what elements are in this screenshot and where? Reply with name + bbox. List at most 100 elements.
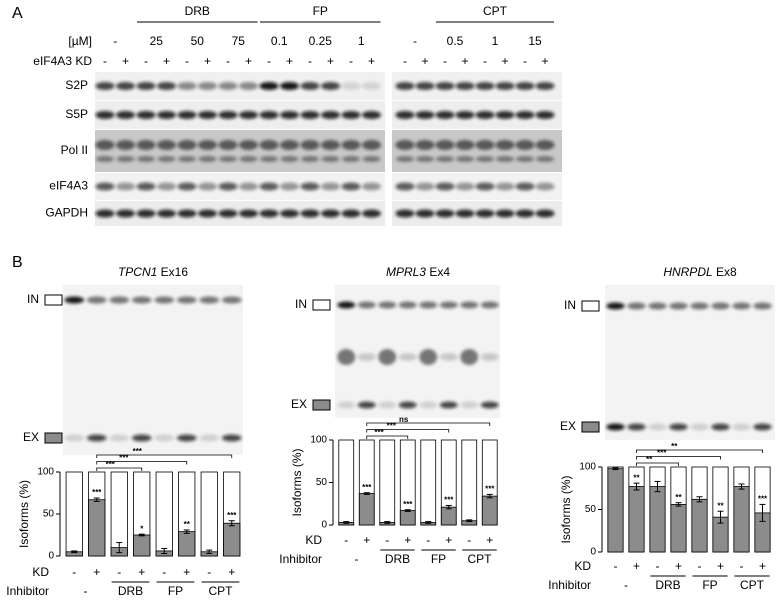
- bar: [733, 486, 750, 553]
- gel-band: [154, 296, 175, 304]
- inhibitor-name: -: [624, 578, 628, 592]
- inhibitor-label: Inhibitor: [548, 578, 591, 592]
- in-box: [581, 300, 600, 312]
- blot-band: [455, 209, 475, 218]
- blot-band: [116, 140, 135, 150]
- blot-band: [280, 156, 299, 162]
- inhibitor-name: FP: [702, 578, 717, 592]
- kd-sign: -: [614, 559, 618, 573]
- in-label: IN: [564, 298, 576, 312]
- blot-band: [198, 182, 217, 191]
- title-exon: Ex16: [161, 265, 189, 279]
- bar: [358, 493, 375, 526]
- blot-band: [435, 111, 455, 119]
- blot-band: [177, 140, 197, 150]
- comparison-bracket: [636, 449, 763, 453]
- kd-sign: +: [138, 565, 145, 579]
- group-label: DRB: [185, 4, 210, 18]
- blot-band: [475, 140, 495, 150]
- blot-band: [362, 82, 381, 90]
- y-tick-label: 100: [579, 462, 596, 473]
- blot-band: [515, 209, 535, 218]
- blot-band: [239, 111, 258, 119]
- blot-band: [116, 82, 135, 90]
- comparison-label: ns: [399, 415, 409, 424]
- y-tick-label: 50: [316, 477, 328, 488]
- kd-sign: -: [698, 559, 702, 573]
- gel-band: [480, 401, 499, 409]
- kd-sign: +: [183, 565, 190, 579]
- gel-smear: [398, 353, 417, 361]
- kd-sign: -: [385, 533, 389, 547]
- in-box: [44, 294, 63, 306]
- blot-band: [362, 209, 381, 218]
- inhibitor-label: Inhibitor: [279, 552, 322, 566]
- blot-band: [342, 156, 360, 162]
- blot-band: [95, 82, 115, 90]
- blot-band: [415, 82, 435, 90]
- chart-title: MPRL3 Ex4: [386, 265, 450, 279]
- inhibitor-name: -: [84, 584, 88, 598]
- in-label: IN: [27, 292, 39, 306]
- blot-band: [239, 156, 258, 162]
- kd-sign: +: [228, 565, 235, 579]
- blot-band: [515, 182, 535, 191]
- significance-label: **: [675, 493, 682, 502]
- blot-band: [218, 140, 238, 150]
- bar-frame: [379, 439, 396, 526]
- significance-label: *: [140, 524, 144, 533]
- gel-smear: [480, 353, 499, 361]
- gel-band: [690, 423, 709, 431]
- inhibitor-name: CPT: [740, 578, 765, 592]
- gel-smear: [419, 349, 438, 365]
- concentration-label: 75: [232, 34, 246, 48]
- bar: [607, 468, 624, 553]
- blot-band: [475, 111, 495, 119]
- kd-sign: -: [117, 565, 121, 579]
- comparison-label: ***: [657, 449, 667, 458]
- gel-band: [753, 423, 772, 431]
- blot-band: [280, 182, 299, 191]
- bar-frame: [200, 471, 218, 557]
- lane-kd-label: +: [368, 54, 375, 68]
- inhibitor-name: CPT: [468, 552, 493, 566]
- gel-band: [109, 296, 130, 304]
- gel-band: [480, 301, 499, 309]
- y-tick-label: 100: [310, 435, 327, 446]
- gel-band: [648, 423, 667, 431]
- blot-band: [116, 156, 135, 162]
- gel-band: [378, 301, 397, 309]
- gel-band: [732, 302, 751, 310]
- significance-label: ***: [92, 488, 102, 497]
- blot-band: [535, 209, 555, 218]
- lane-kd-label: -: [144, 54, 148, 68]
- blot-band: [495, 111, 515, 119]
- ex-box: [44, 432, 63, 444]
- blot-band: [116, 209, 135, 218]
- blot-band: [300, 209, 320, 218]
- blot-band: [515, 111, 535, 119]
- kd-sign: +: [717, 559, 724, 573]
- kd-sign: +: [633, 559, 640, 573]
- title-gene: TPCN1: [118, 265, 157, 279]
- bar: [670, 503, 687, 553]
- blot-band: [321, 111, 340, 119]
- blot-band: [157, 209, 176, 218]
- panel-label: B: [12, 254, 23, 271]
- blot-band: [435, 82, 455, 90]
- blot-band: [157, 82, 176, 90]
- bar: [481, 495, 498, 526]
- blot-band: [259, 111, 279, 119]
- inhibitor-name: FP: [168, 584, 183, 598]
- blot-band: [415, 140, 435, 150]
- blot-band: [395, 182, 415, 191]
- blot-band: [341, 111, 361, 119]
- comparison-bracket: [636, 462, 679, 466]
- group-label: FP: [313, 4, 328, 18]
- gel-band: [109, 434, 130, 442]
- y-tick-label: 50: [585, 504, 597, 515]
- gel-band: [627, 423, 646, 431]
- blot-band: [415, 111, 435, 119]
- blot-band: [435, 209, 455, 218]
- comparison-bracket: [636, 456, 721, 460]
